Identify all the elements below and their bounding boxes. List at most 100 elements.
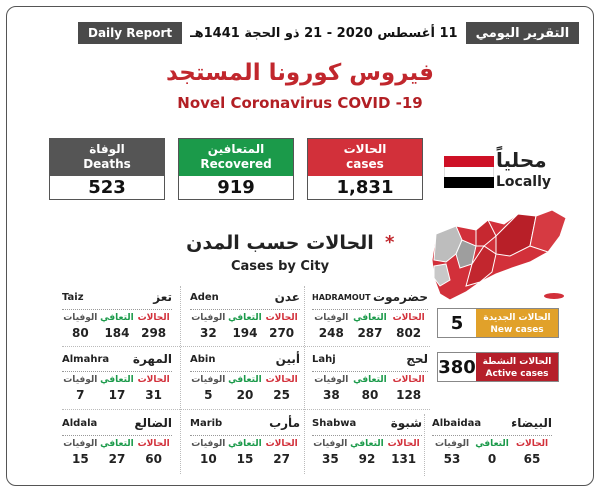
city-card-hadramout: HADRAMOUT حضرموت الوفيات التعافي الحالات 24… <box>312 290 428 354</box>
recovered-col-label: التعافي <box>475 439 509 449</box>
city-cases: 128 <box>396 388 422 402</box>
cases-stat-box: الحالات cases 1,831 <box>307 138 423 200</box>
cases-col-label: الحالات <box>137 439 170 449</box>
locally-label-ar: محلياً <box>496 148 547 172</box>
cases-col-label: الحالات <box>392 375 425 385</box>
city-name-en: Marib <box>190 418 223 429</box>
city-name-en: HADRAMOUT <box>312 293 371 302</box>
report-date: 11 أغسطس 2020 - 21 ذو الحجة 1441هـ <box>190 25 458 41</box>
city-deaths: 80 <box>71 326 89 340</box>
cases-col-label: الحالات <box>137 375 170 385</box>
new-cases-box: 5 الحالات الجديدة New cases <box>437 308 559 338</box>
grid-divider <box>62 409 430 410</box>
active-cases-value: 380 <box>438 353 476 381</box>
city-recovered: 15 <box>236 452 254 466</box>
cases-col-label: الحالات <box>137 313 170 323</box>
city-deaths: 248 <box>318 326 344 340</box>
cases-col-label: الحالات <box>515 439 549 449</box>
city-card-aden: Aden عدن الوفيات التعافي الحالات 32 194 270 <box>190 290 300 354</box>
recovered-col-label: التعافي <box>228 313 262 323</box>
deaths-col-label: الوفيات <box>63 439 98 449</box>
active-cases-box: 380 الحالات النشطة Active cases <box>437 352 559 382</box>
cases-col-label: الحالات <box>265 313 298 323</box>
city-deaths: 15 <box>71 452 89 466</box>
city-deaths: 10 <box>199 452 217 466</box>
city-name-ar: لحج <box>406 352 428 366</box>
new-cases-label-en: New cases <box>490 325 544 335</box>
recovered-col-label: التعافي <box>353 375 387 385</box>
city-cases: 65 <box>523 452 541 466</box>
report-frame <box>6 6 594 486</box>
city-cases: 60 <box>145 452 162 466</box>
city-deaths: 35 <box>321 452 339 466</box>
city-cases: 298 <box>141 326 167 340</box>
city-recovered: 287 <box>357 326 383 340</box>
city-cases: 27 <box>273 452 290 466</box>
grid-divider <box>180 286 181 474</box>
city-name-ar: مأرب <box>269 416 300 430</box>
deaths-col-label: الوفيات <box>63 375 98 385</box>
city-recovered: 92 <box>358 452 376 466</box>
active-cases-label-ar: الحالات النشطة <box>482 357 552 367</box>
city-recovered: 0 <box>487 452 497 466</box>
city-deaths: 7 <box>76 388 85 402</box>
city-card-lahj: Lahj لحج الوفيات التعافي الحالات 38 80 128 <box>312 352 428 416</box>
grid-divider <box>62 346 430 347</box>
new-cases-label-ar: الحالات الجديدة <box>483 313 551 323</box>
city-name-ar: عدن <box>274 290 300 304</box>
recovered-col-label: التعافي <box>353 313 387 323</box>
city-deaths: 5 <box>204 388 213 402</box>
deaths-col-label: الوفيات <box>63 313 98 323</box>
deaths-col-label: الوفيات <box>191 439 226 449</box>
city-name-ar: المهرة <box>132 352 172 366</box>
city-name-en: Aldala <box>62 418 98 429</box>
recovered-value: 919 <box>217 177 255 198</box>
deaths-col-label: الوفيات <box>191 313 226 323</box>
city-name-en: Taiz <box>62 292 84 303</box>
deaths-label-ar: الوفاة <box>89 142 125 156</box>
city-recovered: 80 <box>361 388 379 402</box>
city-recovered: 194 <box>232 326 258 340</box>
city-cases: 270 <box>269 326 295 340</box>
header-bar: Daily Report 11 أغسطس 2020 - 21 ذو الحجة… <box>78 22 580 44</box>
recovered-col-label: التعافي <box>100 439 134 449</box>
city-card-taiz: Taiz تعز الوفيات التعافي الحالات 80 184 298 <box>62 290 172 354</box>
city-deaths: 53 <box>443 452 461 466</box>
city-recovered: 27 <box>108 452 126 466</box>
cases-col-label: الحالات <box>265 439 298 449</box>
city-recovered: 184 <box>104 326 130 340</box>
city-name-en: Abin <box>190 354 216 365</box>
city-name-ar: الضالع <box>134 416 172 430</box>
recovered-label-ar: المتعافين <box>207 142 265 156</box>
city-cases: 31 <box>145 388 162 402</box>
locally-label-en: Locally <box>496 174 552 190</box>
city-cases: 802 <box>396 326 422 340</box>
grid-divider <box>304 286 305 474</box>
deaths-col-label: الوفيات <box>434 439 470 449</box>
city-deaths: 32 <box>199 326 217 340</box>
cases-label-ar: الحالات <box>343 142 387 156</box>
city-name-ar: شبوة <box>390 416 422 430</box>
city-name-en: Aden <box>190 292 219 303</box>
recovered-col-label: التعافي <box>350 439 384 449</box>
recovered-stat-box: المتعافين Recovered 919 <box>178 138 294 200</box>
city-cases: 25 <box>273 388 290 402</box>
city-name-ar: البيضاء <box>511 416 552 430</box>
city-card-albaidaa: Albaidaa البيضاء الوفيات التعافي الحالات 53… <box>432 416 552 480</box>
yemen-flag-icon <box>444 156 494 188</box>
city-deaths: 38 <box>322 388 340 402</box>
deaths-col-label: الوفيات <box>314 313 349 323</box>
city-card-almahra: Almahra المهرة الوفيات التعافي الحالات 7 17 3… <box>62 352 172 416</box>
cases-by-city-title-en: Cases by City <box>230 259 330 274</box>
recovered-col-label: التعافي <box>100 375 134 385</box>
yemen-map-icon <box>431 209 567 301</box>
cases-by-city-title-ar: الحالات حسب المدن <box>186 232 374 254</box>
city-name-ar: تعز <box>153 290 172 304</box>
city-recovered: 17 <box>108 388 126 402</box>
new-cases-value: 5 <box>438 309 476 337</box>
city-name-en: Albaidaa <box>432 418 482 429</box>
city-name-en: Shabwa <box>312 418 357 429</box>
city-card-shabwa: Shabwa شبوة الوفيات التعافي الحالات 35 92 131 <box>312 416 422 480</box>
city-cases: 131 <box>391 452 417 466</box>
daily-report-label-ar: التقرير اليومي <box>465 22 580 44</box>
